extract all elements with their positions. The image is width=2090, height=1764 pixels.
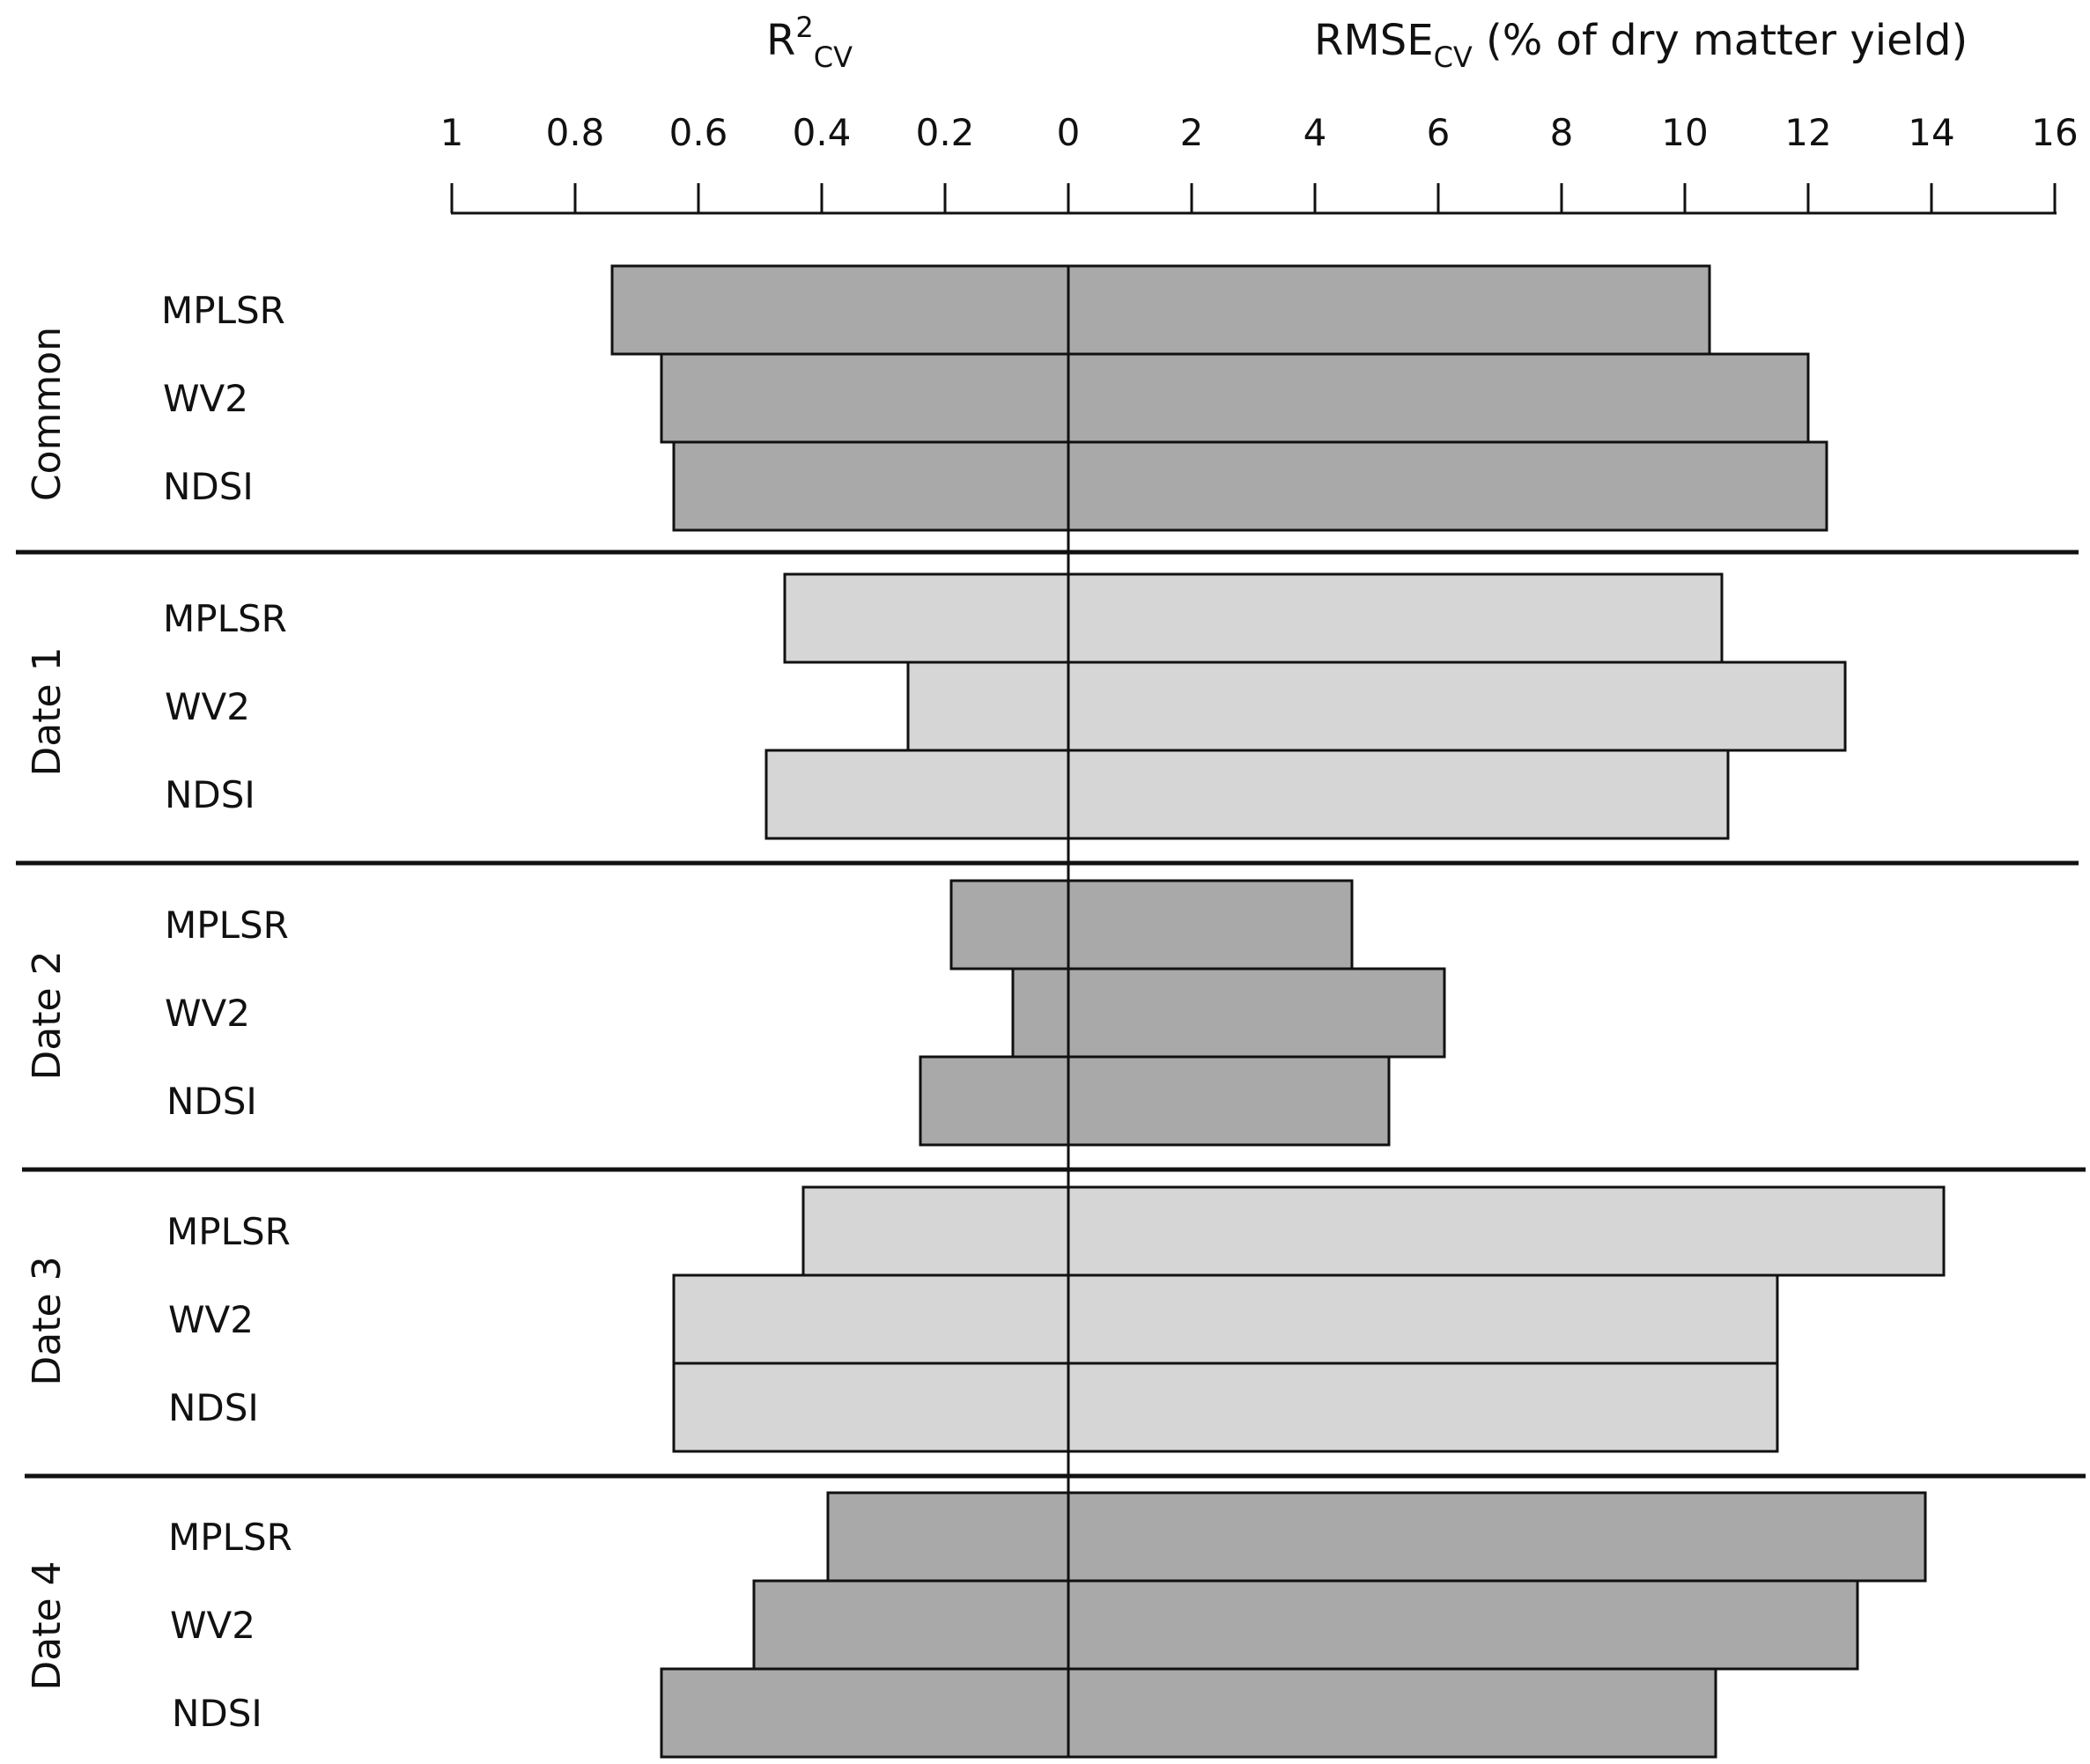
right-axis-tick-label: 12 [1784, 111, 1831, 154]
bar-r2 [610, 264, 1070, 356]
left-axis-tick-label: 0 [1057, 111, 1081, 154]
group-label: Date 4 [25, 1561, 70, 1690]
bar-r2 [949, 879, 1070, 971]
left-axis-title-main: R [766, 16, 795, 65]
bar-r2 [672, 1273, 1070, 1365]
right-axis-tick-label: 8 [1550, 111, 1574, 154]
right-axis-tick-label: 2 [1180, 111, 1204, 154]
row-label: NDSI [165, 773, 255, 816]
row-label: WV2 [163, 377, 248, 420]
right-axis-title-rest: (% of dry matter yield) [1473, 16, 1968, 65]
bar-rmse [1067, 1185, 1946, 1277]
left-axis-tick-label: 0.2 [916, 111, 975, 154]
axis-ticks: 1 0.8 0.6 0.4 0.2 0 2 4 6 8 10 12 14 16 [440, 111, 2079, 213]
group-label: Common [25, 327, 70, 501]
group-label: Date 3 [25, 1256, 70, 1385]
row-label: MPLSR [168, 1516, 292, 1559]
row-label: NDSI [172, 1692, 262, 1735]
bar-r2 [660, 1667, 1070, 1759]
labels-layer: MPLSR WV2 NDSI Common MPLSR WV2 NDSI Date 1 MPLS… [25, 289, 292, 1735]
left-axis-tick-label: 1 [440, 111, 464, 154]
bar-r2 [801, 1185, 1070, 1277]
bar-r2 [672, 440, 1070, 532]
right-axis-tick-label: 14 [1908, 111, 1954, 154]
left-axis-title-sup: 2 [795, 11, 813, 44]
right-axis-tick-label: 10 [1661, 111, 1708, 154]
bar-rmse [1067, 1579, 1859, 1671]
row-label: WV2 [170, 1604, 255, 1647]
bar-rmse [1067, 879, 1354, 971]
right-axis-title-main: RMSE [1314, 16, 1434, 65]
left-axis-tick-label: 0.8 [546, 111, 605, 154]
left-axis-tick-label: 0.6 [669, 111, 728, 154]
right-axis-tick-label: 16 [2031, 111, 2078, 154]
bar-rmse [1067, 572, 1724, 664]
row-label: MPLSR [165, 904, 289, 947]
bar-rmse [1067, 264, 1711, 356]
left-axis-title-sub: CV [814, 41, 853, 74]
bar-rmse [1067, 967, 1446, 1059]
right-axis-tick-label: 4 [1303, 111, 1327, 154]
bar-rmse [1067, 749, 1730, 840]
bar-rmse [1067, 1273, 1779, 1365]
row-label: WV2 [168, 1298, 254, 1341]
row-label: MPLSR [166, 1210, 291, 1253]
bar-r2 [826, 1491, 1070, 1583]
bar-r2 [906, 661, 1070, 752]
row-label: MPLSR [163, 597, 287, 640]
bars-layer [610, 264, 1946, 1759]
left-axis-title: R2CV [766, 11, 853, 74]
row-label: WV2 [165, 685, 250, 728]
right-axis-title-sub: CV [1434, 41, 1473, 74]
bar-r2 [752, 1579, 1070, 1671]
bar-r2 [764, 749, 1070, 840]
row-label: NDSI [163, 465, 254, 508]
right-axis-title: RMSECV (% of dry matter yield) [1314, 16, 1968, 74]
bar-rmse [1067, 1491, 1927, 1583]
bar-r2 [919, 1055, 1070, 1147]
bar-r2 [1011, 967, 1070, 1059]
bar-rmse [1067, 440, 1828, 532]
row-label: MPLSR [161, 289, 285, 332]
bar-r2 [672, 1362, 1070, 1453]
bar-rmse [1067, 1667, 1717, 1759]
group-label: Date 2 [25, 950, 70, 1080]
bar-rmse [1067, 1362, 1779, 1453]
group-separators [16, 550, 2086, 1479]
bar-rmse [1067, 352, 1810, 444]
bar-r2 [783, 572, 1070, 664]
group-label: Date 1 [25, 646, 70, 776]
row-label: WV2 [165, 992, 250, 1035]
bar-rmse [1067, 661, 1847, 752]
row-label: NDSI [168, 1386, 259, 1429]
right-axis-tick-label: 6 [1427, 111, 1451, 154]
left-axis-tick-label: 0.4 [793, 111, 852, 154]
bar-rmse [1067, 1055, 1391, 1147]
row-label: NDSI [166, 1080, 257, 1123]
bar-r2 [660, 352, 1070, 444]
